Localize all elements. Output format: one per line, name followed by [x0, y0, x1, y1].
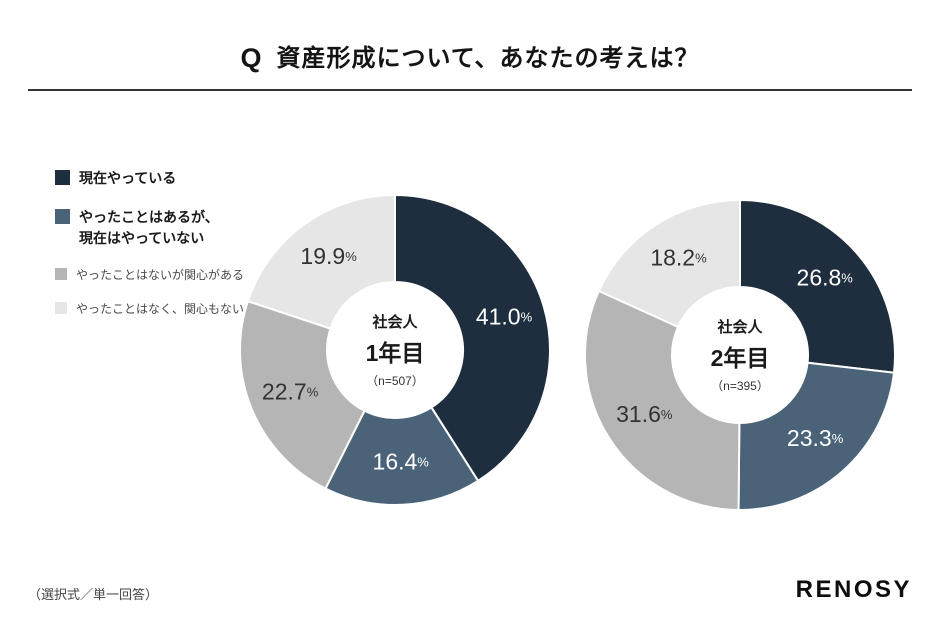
slice-value-label: 41.0% — [476, 303, 533, 329]
legend-item-3: やったことはなく、関心もない — [55, 301, 244, 318]
page-title: Q 資産形成について、あなたの考えは？ — [0, 38, 940, 74]
donut-slice — [597, 198, 741, 329]
legend: 現在やっているやったことはあるが、 現在はやっていないやったことはないが関心がある… — [55, 168, 244, 318]
slice-value-label: 26.8% — [797, 265, 854, 291]
donut-slice — [739, 198, 896, 374]
legend-swatch — [55, 170, 70, 185]
donut-svg: 41.0% 16.4% 22.7% 19.9% — [239, 193, 551, 506]
donut-chart-year1: 41.0% 16.4% 22.7% 19.9% 社会人 1年目 （n=507） — [230, 185, 560, 515]
slice-value-label: 19.9% — [300, 243, 357, 269]
legend-swatch — [55, 208, 70, 224]
legend-swatch — [55, 268, 67, 281]
slice-value-label: 18.2% — [650, 245, 707, 271]
renosy-logo: RENOSY — [795, 576, 912, 603]
donut-slice — [324, 406, 480, 506]
legend-label: 現在やっている — [79, 170, 177, 186]
slice-value-label: 16.4% — [373, 448, 430, 474]
donut-slice — [239, 299, 366, 490]
header: Q 資産形成について、あなたの考えは？ — [0, 0, 940, 74]
footnote: （選択式／単一回答） — [28, 587, 159, 602]
donut-slice — [584, 289, 741, 512]
legend-item-0: 現在やっている — [55, 168, 244, 190]
title-text: 資産形成について、あなたの考えは？ — [276, 45, 700, 72]
legend-swatch — [55, 301, 67, 314]
slice-value-label: 31.6% — [616, 401, 673, 427]
donut-slice — [737, 361, 896, 511]
title-q-mark: Q — [240, 43, 263, 73]
legend-item-2: やったことはないが関心がある — [55, 267, 244, 284]
donut-chart-year2: 26.8% 23.3% 31.6% 18.2% 社会人 2年目 （n=395） — [575, 190, 905, 520]
legend-label: やったことはあるが、 現在はやっていない — [79, 208, 219, 247]
donut-slice — [246, 193, 396, 330]
legend-label: やったことはないが関心がある — [76, 268, 245, 283]
donut-svg: 26.8% 23.3% 31.6% 18.2% — [584, 198, 896, 512]
legend-item-1: やったことはあるが、 現在はやっていない — [55, 207, 244, 250]
title-divider — [28, 89, 912, 91]
slice-value-label: 22.7% — [262, 378, 319, 404]
slice-value-label: 23.3% — [787, 425, 844, 451]
legend-label: やったことはなく、関心もない — [76, 301, 245, 316]
